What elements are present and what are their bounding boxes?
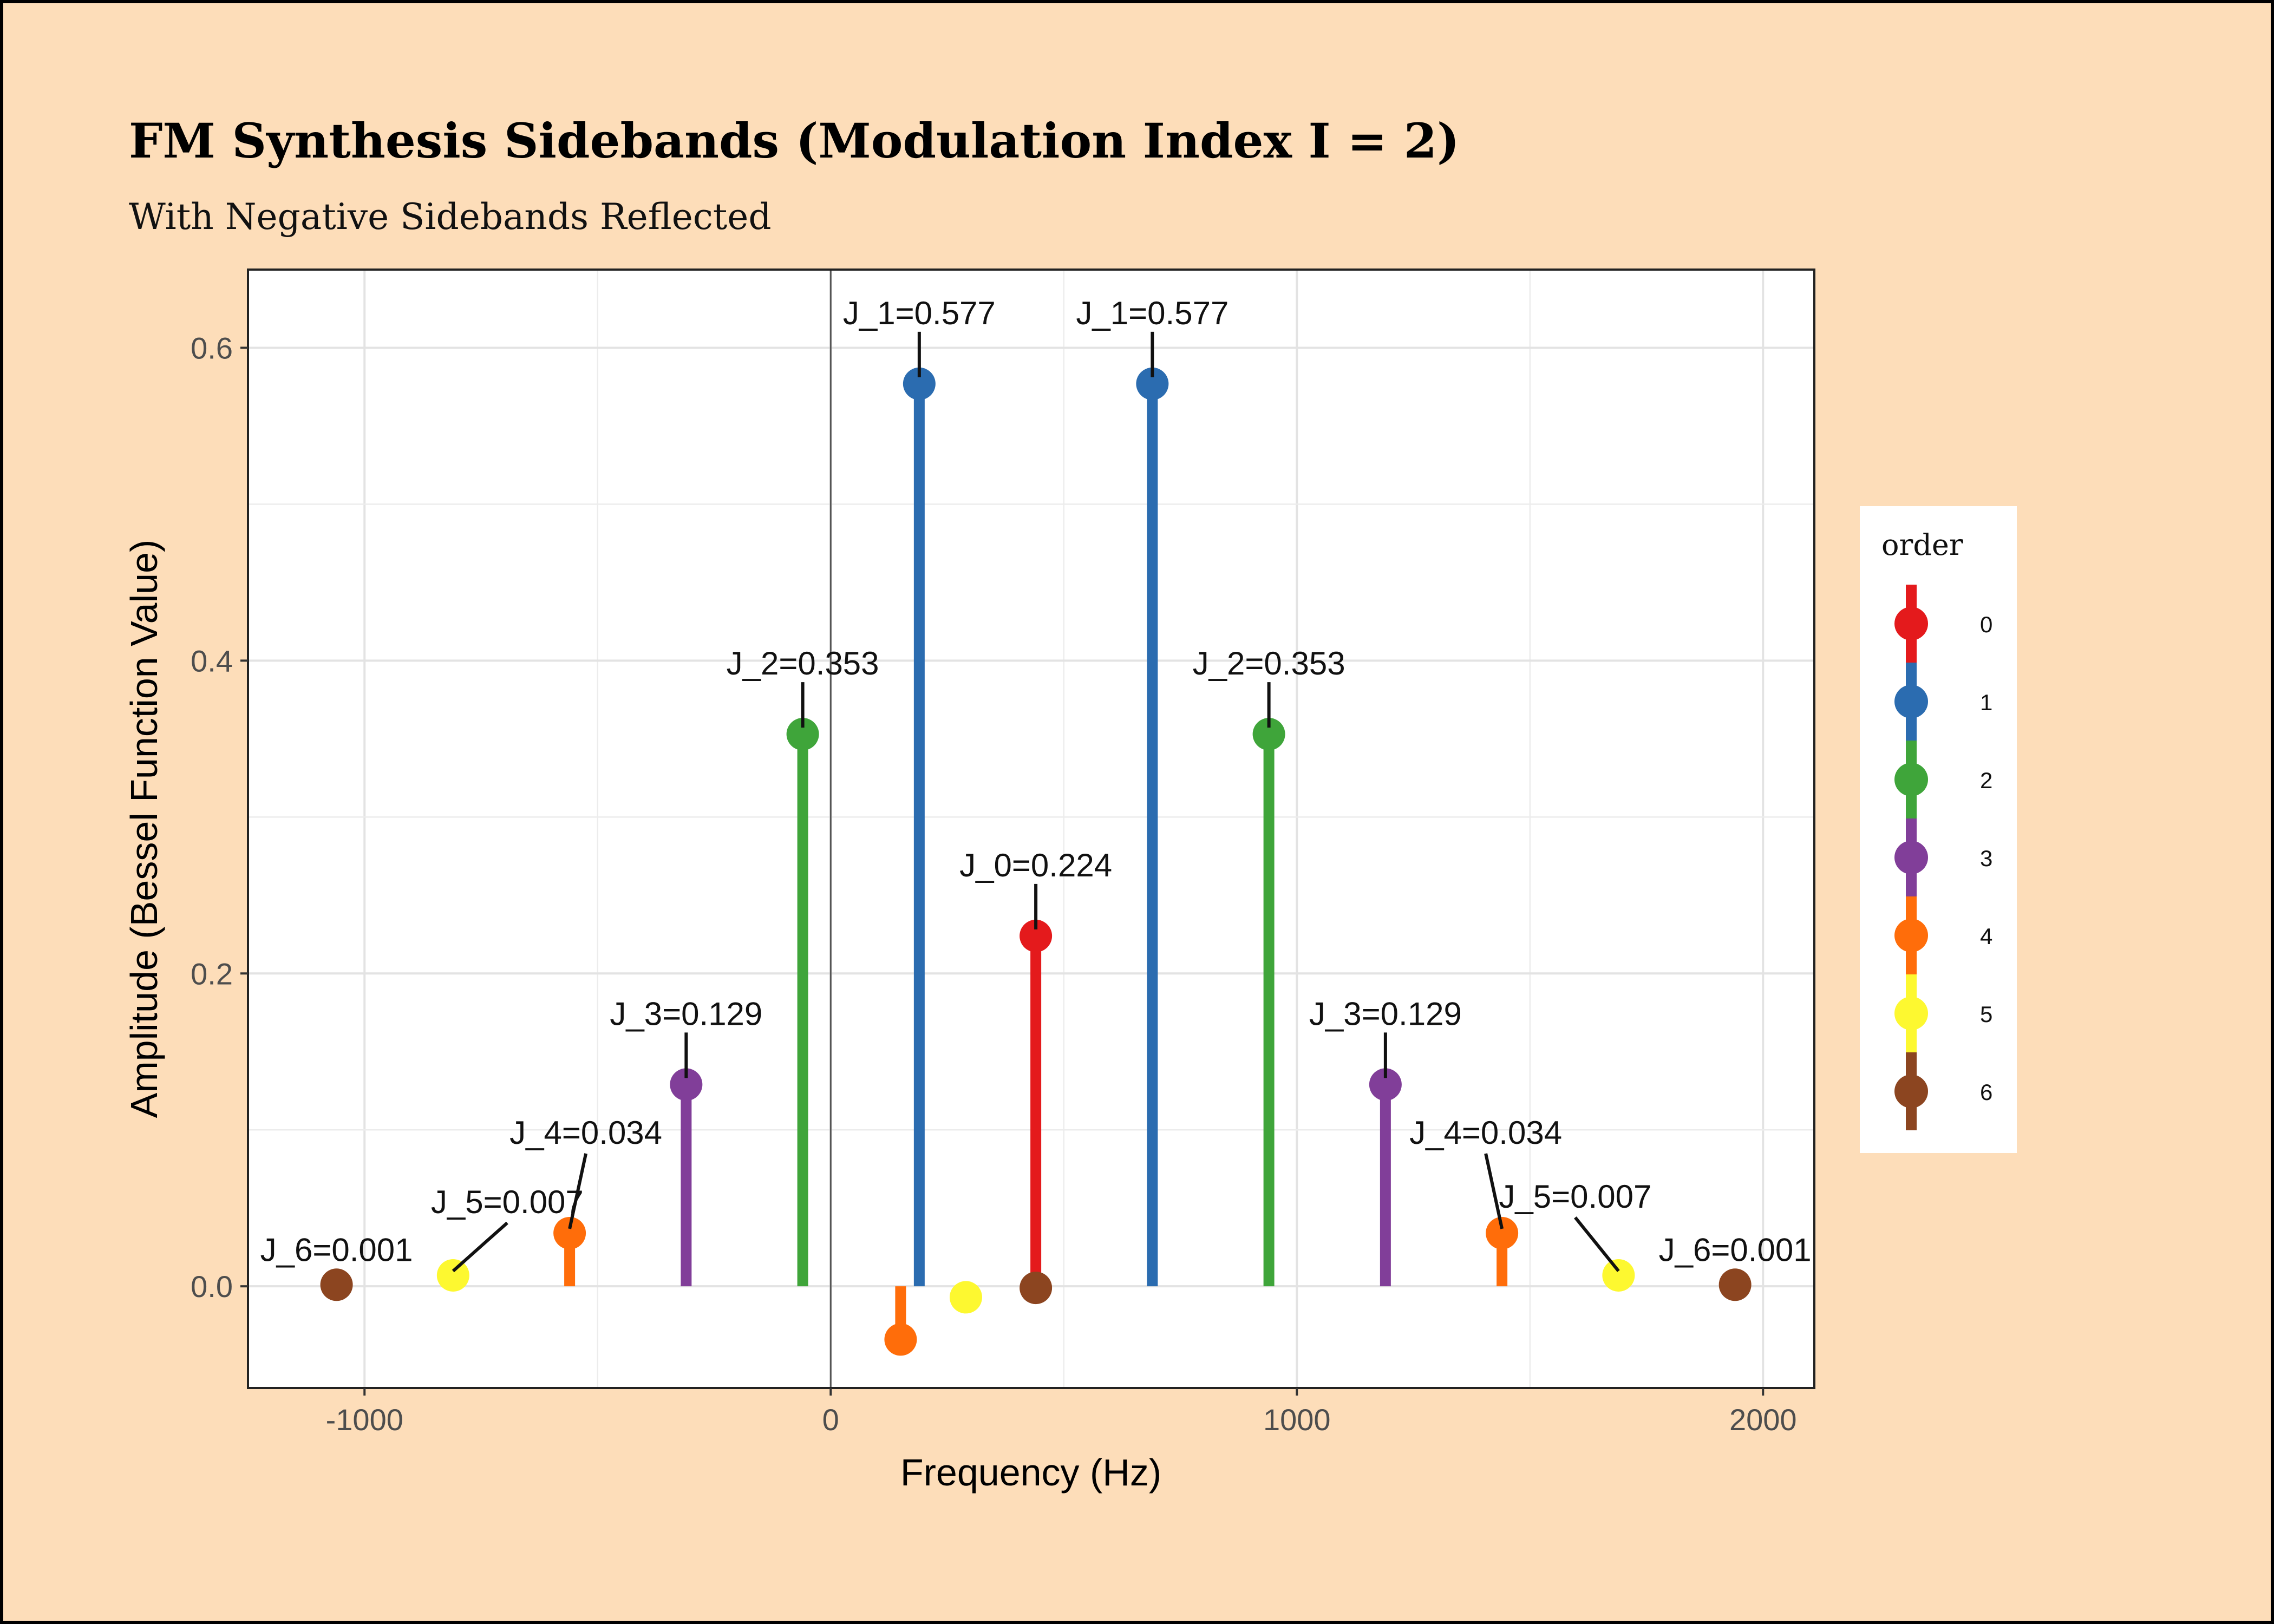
data-label: J_1=0.577 <box>843 295 996 331</box>
label-leader-line <box>452 1221 508 1273</box>
data-label: J_2=0.353 <box>1193 645 1345 682</box>
legend-key <box>1894 663 1928 741</box>
data-labels: J_0=0.224 J_1=0.577 J_1=0.577 J_2=0.353 J_2=… <box>260 295 1812 1273</box>
data-label: J_4=0.034 <box>509 1115 662 1151</box>
x-tick-label: 1000 <box>1263 1403 1331 1437</box>
legend-key <box>1894 896 1928 974</box>
legend-key-point <box>1894 685 1928 718</box>
chart-title: FM Synthesis Sidebands (Modulation Index… <box>129 113 1460 169</box>
legend-key-point <box>1894 841 1928 874</box>
legend-item: 5 <box>1860 974 2017 1052</box>
lollipop-point <box>884 1323 917 1356</box>
lollipop-point <box>1020 919 1053 952</box>
legend-item: 1 <box>1860 663 2017 741</box>
legend-key-point <box>1894 607 1928 640</box>
legend-key <box>1894 585 1928 663</box>
legend-label: 4 <box>1980 924 1993 949</box>
legend-item: 4 <box>1860 896 2017 974</box>
lollipop-point <box>1718 1268 1752 1301</box>
legend-key <box>1894 974 1928 1052</box>
data-label: J_4=0.034 <box>1409 1115 1562 1151</box>
data-label: J_6=0.001 <box>260 1232 413 1268</box>
x-tick-label: 0 <box>822 1403 839 1437</box>
lollipop-point <box>1602 1259 1635 1292</box>
legend-label: 3 <box>1980 846 1993 871</box>
x-tick-label: 2000 <box>1729 1403 1797 1437</box>
lollipop-point <box>1369 1068 1402 1101</box>
lollipop-point <box>553 1216 586 1249</box>
label-leader-line <box>568 1153 588 1229</box>
y-tick-label: 0.2 <box>191 957 233 991</box>
legend-label: 6 <box>1980 1079 1993 1105</box>
lollipop-point <box>436 1259 469 1292</box>
lollipop-point <box>903 367 936 400</box>
y-tick-label: 0.0 <box>191 1269 233 1304</box>
legend-label: 1 <box>1980 690 1993 715</box>
x-axis-title: Frequency (Hz) <box>900 1451 1161 1494</box>
lollipop-point <box>670 1068 703 1101</box>
lollipop-marks <box>320 367 1752 1356</box>
x-tick-label: -1000 <box>326 1403 403 1437</box>
legend-key-point <box>1894 997 1928 1030</box>
data-label: J_5=0.007 <box>1499 1178 1651 1215</box>
plot-area: J_0=0.224 J_1=0.577 J_1=0.577 J_2=0.353 J_2=… <box>123 269 1815 1494</box>
lollipop-point <box>1136 367 1169 400</box>
legend: order 0 1 2 3 4 5 6 <box>1860 506 2017 1153</box>
legend-item: 0 <box>1860 585 2017 663</box>
label-leader-line <box>1574 1216 1620 1272</box>
data-label: J_3=0.129 <box>610 996 762 1032</box>
legend-key-point <box>1894 1075 1928 1108</box>
lollipop-point <box>1486 1216 1519 1249</box>
legend-item: 2 <box>1860 741 2017 818</box>
lollipop-point <box>1020 1272 1053 1305</box>
legend-label: 2 <box>1980 768 1993 793</box>
legend-key <box>1894 1052 1928 1130</box>
chart-subtitle: With Negative Sidebands Reflected <box>129 196 772 238</box>
label-leader-line <box>1484 1153 1504 1229</box>
axes: -1000 0 1000 2000 0.0 0.2 0.4 0.6 <box>191 331 1796 1437</box>
y-axis-title: Amplitude (Bessel Function Value) <box>123 540 165 1118</box>
legend-item: 3 <box>1860 818 2017 896</box>
data-label: J_3=0.129 <box>1309 996 1462 1032</box>
legend-item: 6 <box>1860 1052 2017 1130</box>
legend-label: 5 <box>1980 1001 1993 1027</box>
lollipop-point <box>1252 718 1285 751</box>
legend-key-point <box>1894 919 1928 952</box>
legend-key <box>1894 741 1928 818</box>
data-label: J_2=0.353 <box>727 645 879 682</box>
data-label: J_0=0.224 <box>959 847 1112 883</box>
data-label: J_6=0.001 <box>1659 1232 1812 1268</box>
legend-key <box>1894 818 1928 896</box>
y-tick-label: 0.4 <box>191 644 233 678</box>
lollipop-point <box>949 1281 982 1314</box>
panel-border <box>247 269 1815 1389</box>
lollipop-point <box>786 718 819 751</box>
lollipop-point <box>320 1268 353 1301</box>
y-tick-label: 0.6 <box>191 331 233 365</box>
legend-label: 0 <box>1980 612 1993 637</box>
legend-key-point <box>1894 763 1928 796</box>
legend-title: order <box>1881 528 1963 562</box>
data-label: J_1=0.577 <box>1076 295 1229 331</box>
data-label: J_5=0.007 <box>431 1184 584 1220</box>
